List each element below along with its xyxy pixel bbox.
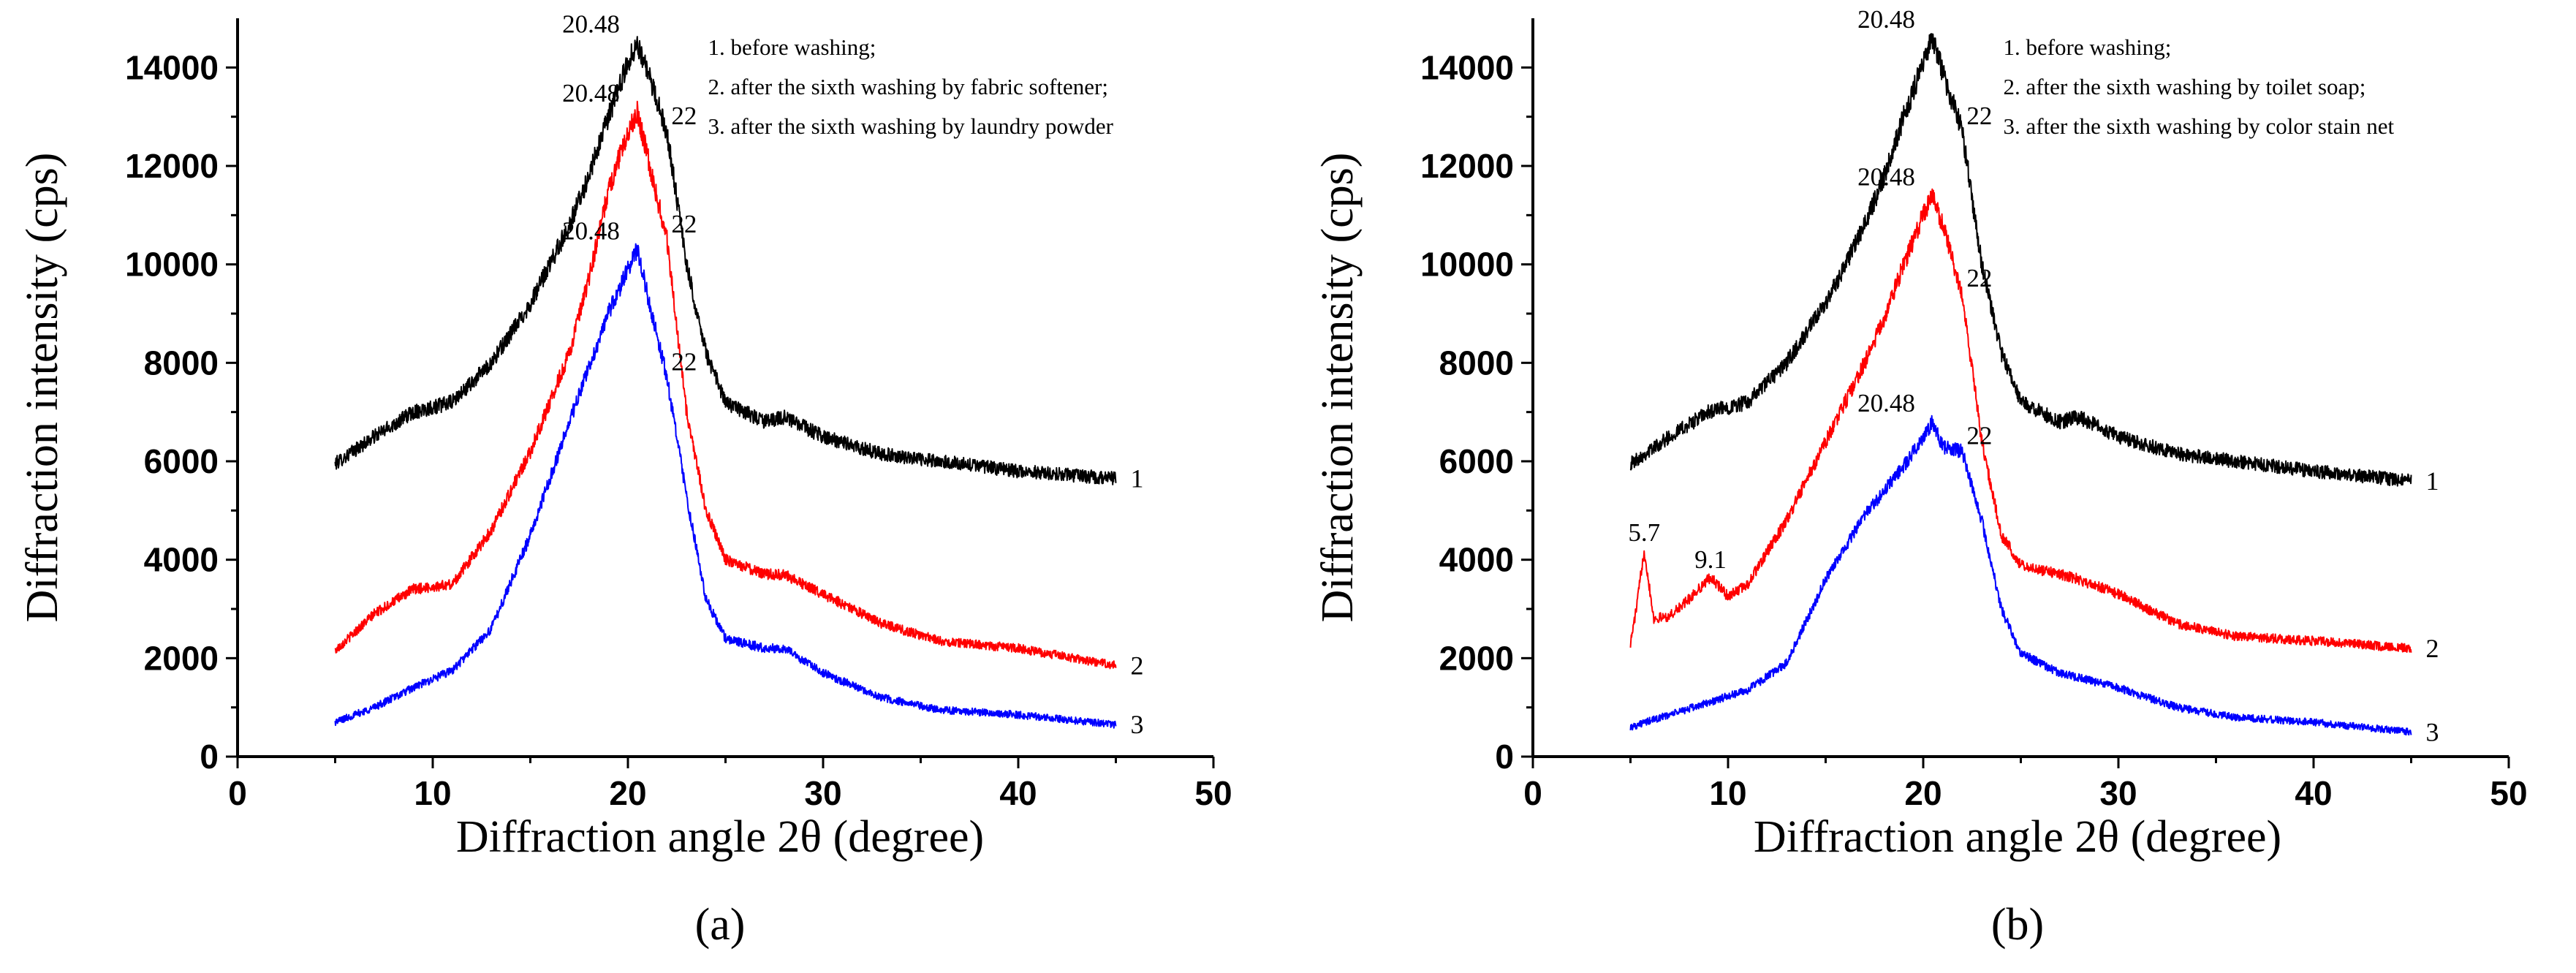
- peak-annotation: 22: [1966, 264, 1992, 292]
- peak-annotation: 5.7: [1628, 518, 1660, 547]
- x-tick-label: 10: [1709, 774, 1746, 812]
- curve-label-2: 2: [2426, 634, 2439, 663]
- curve-labels-b: 1 2 3: [2426, 466, 2439, 746]
- curve-labels-a: 1 2 3: [1131, 464, 1144, 740]
- x-tick-label: 50: [1194, 774, 1232, 812]
- x-tick-label: 0: [228, 774, 247, 812]
- x-tick-label: 10: [414, 774, 451, 812]
- peak-annotation: 20.48: [562, 79, 620, 107]
- y-axis-title-a: Diffraction intensity (cps): [18, 153, 67, 623]
- peak-annotation: 20.48: [562, 10, 620, 39]
- y-tick-label: 6000: [144, 442, 219, 480]
- y-tick-label: 0: [1495, 738, 1514, 776]
- curve-label-1: 1: [1131, 464, 1144, 493]
- x-tick-label: 30: [804, 774, 841, 812]
- y-tick-label: 14000: [125, 48, 219, 86]
- series-line-3: [1629, 414, 2412, 736]
- series-line-2: [334, 100, 1117, 670]
- peak-annotation: 22: [1966, 102, 1992, 130]
- x-axis-title-b: Diffraction angle 2θ (degree): [1754, 812, 2281, 862]
- series-line-1: [334, 36, 1117, 485]
- y-tick-label: 12000: [125, 147, 219, 185]
- y-tick-label: 2000: [144, 639, 219, 677]
- legend-entry: 3. after the sixth washing by color stai…: [2003, 113, 2394, 139]
- y-tick-label: 14000: [1420, 48, 1514, 86]
- y-tick-label: 4000: [144, 541, 219, 579]
- panel-a: 0 10 20 30 40 50 0 2000 4000 6000 8000 10000 12000 14…: [18, 10, 1232, 950]
- series-layer-b: [1629, 33, 2412, 736]
- legend-b: 1. before washing; 2. after the sixth was…: [2003, 34, 2394, 139]
- panel-label-a: (a): [695, 900, 746, 950]
- legend-entry: 1. before washing;: [708, 34, 876, 60]
- annotations-b: 20.48 22 20.48 22 20.48 22 5.7 9.1: [1628, 5, 1992, 574]
- peak-annotation: 20.48: [1857, 5, 1915, 34]
- x-axis-title-a: Diffraction angle 2θ (degree): [456, 812, 984, 862]
- ticks-a: 0 10 20 30 40 50 0 2000 4000 6000 8000 10000 12000 14…: [125, 48, 1232, 812]
- y-tick-label: 10000: [1420, 246, 1514, 284]
- y-tick-label: 8000: [144, 344, 219, 382]
- curve-label-3: 3: [1131, 710, 1144, 739]
- y-tick-label: 6000: [1439, 442, 1514, 480]
- legend-entry: 3. after the sixth washing by laundry po…: [708, 113, 1113, 139]
- y-tick-label: 0: [200, 738, 219, 776]
- peak-annotation: 22: [671, 102, 697, 130]
- x-tick-label: 0: [1523, 774, 1542, 812]
- panel-label-b: (b): [1991, 900, 2044, 950]
- peak-annotation: 9.1: [1694, 545, 1727, 574]
- y-tick-label: 12000: [1420, 147, 1514, 185]
- peak-annotation: 22: [671, 210, 697, 238]
- series-line-3: [334, 243, 1117, 729]
- series-line-2: [1629, 188, 2412, 654]
- peak-annotation: 22: [1966, 422, 1992, 450]
- annotations-a: 20.48 22 20.48 22 20.48 22: [562, 10, 697, 376]
- curve-label-2: 2: [1131, 651, 1144, 680]
- series-layer-a: [334, 36, 1117, 729]
- x-tick-label: 40: [999, 774, 1037, 812]
- ticks-b: 0 10 20 30 40 50 0 2000 4000 6000 8000 10000 12000 14…: [1420, 48, 2528, 812]
- x-tick-label: 30: [2099, 774, 2137, 812]
- curve-label-1: 1: [2426, 466, 2439, 496]
- x-tick-label: 20: [609, 774, 646, 812]
- legend-entry: 2. after the sixth washing by fabric sof…: [708, 74, 1108, 99]
- y-tick-label: 10000: [125, 246, 219, 284]
- y-tick-label: 2000: [1439, 639, 1514, 677]
- peak-annotation: 20.48: [1857, 162, 1915, 191]
- x-tick-label: 20: [1904, 774, 1942, 812]
- curve-label-3: 3: [2426, 717, 2439, 746]
- peak-annotation: 20.48: [1857, 389, 1915, 417]
- series-line-1: [1629, 33, 2412, 487]
- y-axis-title-b: Diffraction intensity (cps): [1313, 153, 1363, 623]
- legend-entry: 2. after the sixth washing by toilet soa…: [2003, 74, 2365, 99]
- y-tick-label: 8000: [1439, 344, 1514, 382]
- legend-a: 1. before washing; 2. after the sixth was…: [708, 34, 1113, 139]
- x-tick-label: 50: [2490, 774, 2527, 812]
- panel-b: 0 10 20 30 40 50 0 2000 4000 6000 8000 10000 12000 14…: [1313, 5, 2528, 950]
- peak-annotation: 20.48: [562, 216, 620, 245]
- legend-entry: 1. before washing;: [2003, 34, 2171, 60]
- peak-annotation: 22: [671, 348, 697, 376]
- y-tick-label: 4000: [1439, 541, 1514, 579]
- x-tick-label: 40: [2295, 774, 2332, 812]
